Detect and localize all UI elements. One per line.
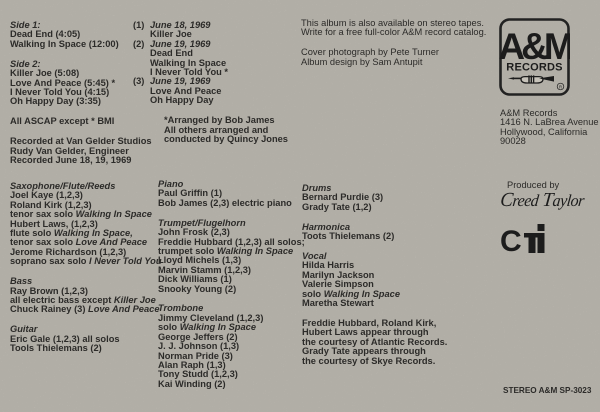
svg-text:RECORDS: RECORDS [506,62,562,74]
svg-text:R: R [559,85,562,90]
svg-text:C: C [500,225,521,258]
